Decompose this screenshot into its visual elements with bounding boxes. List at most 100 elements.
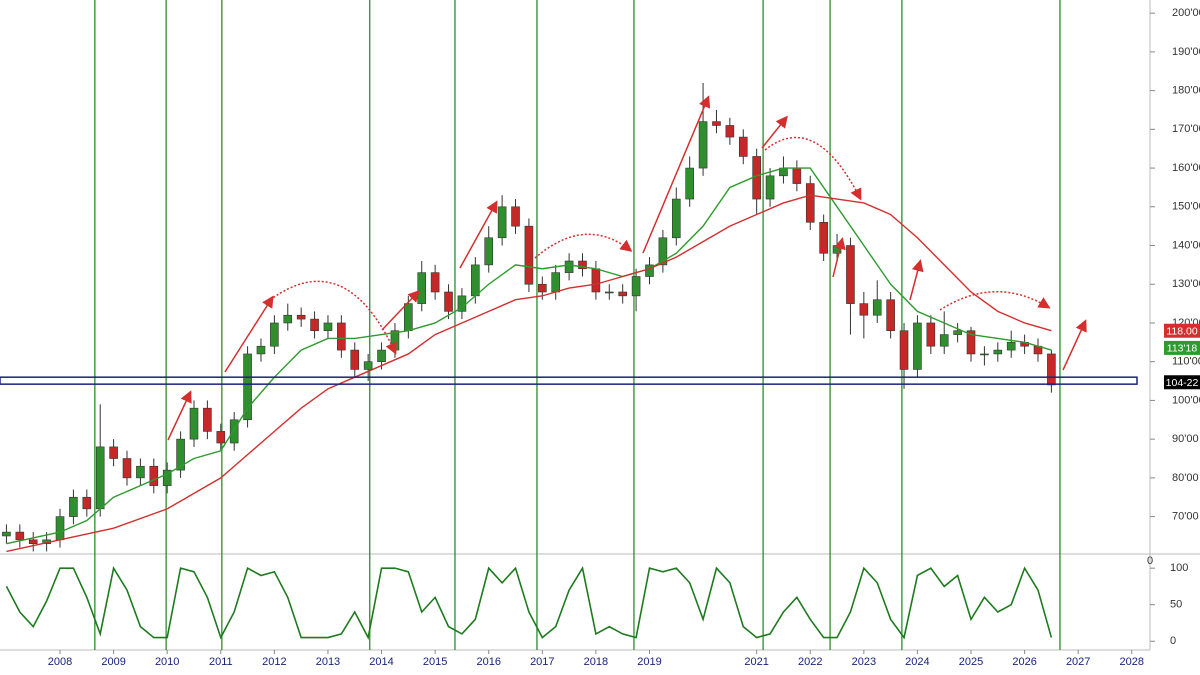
trend-arrow [761, 115, 788, 149]
candle-body [323, 322, 333, 332]
trend-arrow [832, 237, 846, 278]
price-tag-label: 104-22 [1166, 377, 1199, 389]
candle-body [497, 206, 507, 239]
y-tick-label: 100'00 [1172, 394, 1200, 406]
price-tag-label: 113'18 [1167, 343, 1198, 355]
y-tick-label: 70'00 [1172, 511, 1199, 523]
candle-body [404, 303, 413, 332]
candle-body [95, 446, 105, 510]
y-tick-label: 180'00 [1172, 85, 1200, 97]
osc-y-tick-label: 100 [1170, 562, 1188, 574]
osc-y-tick-label: 50 [1170, 599, 1182, 611]
candle-body [82, 496, 92, 510]
candle-body [162, 469, 172, 486]
price-tags: 118.00 113'18 104-22 [1164, 323, 1200, 390]
candle-body [216, 431, 226, 444]
candle-body [203, 407, 212, 432]
candle-body [296, 314, 306, 320]
x-tick-label: 2023 [852, 656, 876, 668]
candle-body [417, 272, 427, 304]
moving-average [6, 194, 1052, 553]
candle-body [939, 334, 949, 347]
candle-body [524, 225, 534, 285]
y-tick-label: 90'00 [1172, 433, 1199, 445]
trend-arrow [642, 95, 711, 254]
x-tick-label: 2024 [905, 656, 929, 668]
oscillator-readout: 0 [1147, 555, 1153, 567]
candle-body [725, 125, 735, 138]
y-tick-label: 130'00 [1172, 278, 1200, 290]
candle-body [256, 345, 266, 355]
candle-body [645, 264, 654, 277]
candle-body [913, 322, 922, 370]
candle-body [1047, 353, 1056, 386]
candle-body [109, 446, 118, 459]
trend-arrow [381, 289, 421, 331]
price-tag [1164, 375, 1200, 390]
candle-body [270, 322, 279, 347]
candle-body [310, 318, 319, 332]
y-tick-label: 200'00 [1172, 7, 1200, 19]
x-tick-label: 2017 [530, 656, 554, 668]
candle-body [846, 245, 855, 304]
y-tick-label: 140'00 [1172, 239, 1200, 251]
candle-body [149, 465, 159, 486]
x-tick-label: 2010 [155, 656, 179, 668]
candle-body [604, 291, 614, 294]
annotations [167, 95, 1087, 441]
candle-body [538, 283, 547, 293]
candle-body [122, 458, 132, 479]
arc-arrow [534, 233, 633, 259]
x-tick-label: 2025 [959, 656, 983, 668]
x-tick-label: 2014 [369, 656, 393, 668]
candle-body [899, 330, 909, 370]
price-tag [1164, 323, 1200, 338]
x-tick-label: 2022 [798, 656, 822, 668]
candle-body [738, 136, 748, 157]
candle-body [685, 167, 694, 200]
trend-arrow [167, 390, 192, 441]
candle-body [444, 291, 453, 312]
x-tick-label: 2008 [48, 656, 72, 668]
price-tag [1164, 340, 1200, 355]
candle-body [55, 516, 65, 541]
y-tick-label: 110'00 [1172, 356, 1200, 368]
candle-body [337, 322, 346, 351]
candle-body [2, 531, 11, 537]
candle-body [243, 353, 252, 421]
candle-body [189, 407, 199, 440]
candle-body [618, 291, 627, 297]
candle-body [591, 268, 601, 293]
candle-body [28, 539, 38, 545]
x-tick-label: 2015 [423, 656, 447, 668]
candle-body [551, 272, 561, 293]
y-tick-label: 170'00 [1172, 123, 1200, 135]
candle-body [631, 276, 641, 297]
candle-body [886, 299, 895, 332]
candle-body [658, 237, 668, 266]
osc-y-tick-label: 0 [1170, 635, 1176, 647]
candle-body [377, 349, 386, 362]
candle-body [926, 322, 936, 347]
candle-body [993, 349, 1003, 355]
x-tick-label: 2027 [1066, 656, 1090, 668]
x-tick-label: 2026 [1012, 656, 1036, 668]
trend-arrow [1062, 319, 1087, 371]
y-tick-label: 150'00 [1172, 201, 1200, 213]
candle-body [15, 531, 25, 541]
candle-body [872, 299, 882, 316]
candle-body [430, 272, 440, 293]
candle-body [792, 167, 802, 184]
candle-body [484, 237, 494, 266]
candle-body [1006, 342, 1016, 351]
candle-body [229, 419, 239, 444]
candle-body [698, 121, 708, 169]
trend-arrow [224, 295, 274, 373]
candle-body [966, 330, 976, 355]
candle-body [578, 260, 587, 270]
arc-arrow [939, 291, 1051, 311]
candle-body [350, 349, 360, 370]
support-band [0, 376, 1138, 385]
trend-arrow [909, 259, 924, 301]
